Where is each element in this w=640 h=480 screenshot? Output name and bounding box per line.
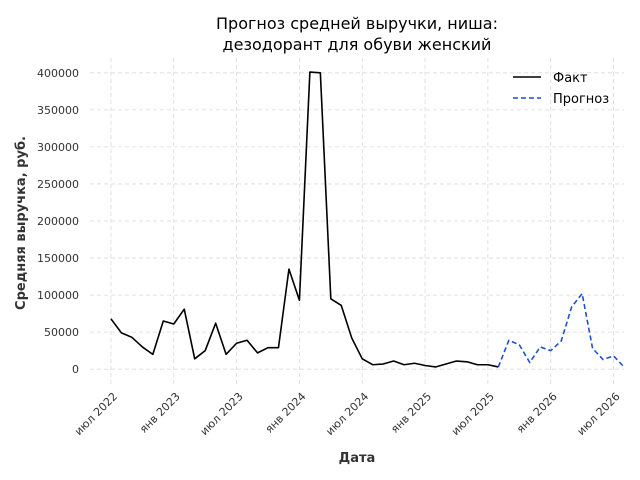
y-tick-label: 100000 xyxy=(37,289,79,302)
legend-label-forecast: Прогноз xyxy=(553,92,609,107)
x-tick-label: янв 2026 xyxy=(514,390,560,436)
y-tick-label: 0 xyxy=(72,363,79,376)
grid xyxy=(90,58,624,384)
y-tick-label: 150000 xyxy=(37,252,79,265)
x-tick-label: июл 2022 xyxy=(72,390,120,438)
y-axis-ticks: 0 50000 100000 150000 200000 250000 300000 3500… xyxy=(37,67,79,376)
series-line-fact xyxy=(110,71,499,368)
x-axis-ticks: июл 2022 янв 2023 июл 2023 янв 2024 июл 2024… xyxy=(72,390,623,438)
series-layer xyxy=(110,71,625,368)
y-tick-label: 200000 xyxy=(37,215,79,228)
legend-label-fact: Факт xyxy=(553,71,588,86)
y-tick-label: 50000 xyxy=(44,326,79,339)
series-line-forecast xyxy=(497,292,625,368)
x-tick-label: янв 2025 xyxy=(388,390,434,436)
y-tick-label: 350000 xyxy=(37,104,79,117)
y-tick-label: 250000 xyxy=(37,178,79,191)
x-axis-title: Дата xyxy=(339,451,376,466)
x-tick-label: июл 2024 xyxy=(323,390,371,438)
x-tick-label: янв 2023 xyxy=(137,390,183,436)
x-tick-label: янв 2024 xyxy=(263,390,309,436)
chart-title-line-1: Прогноз средней выручки, ниша: xyxy=(216,14,498,33)
legend: Факт Прогноз xyxy=(513,71,609,107)
x-tick-label: июл 2026 xyxy=(575,390,623,438)
chart-title-line-2: дезодорант для обуви женский xyxy=(223,35,492,54)
y-tick-label: 400000 xyxy=(37,67,79,80)
y-axis-title: Средняя выручка, руб. xyxy=(14,136,29,310)
x-tick-label: июл 2025 xyxy=(449,390,497,438)
y-tick-label: 300000 xyxy=(37,141,79,154)
x-tick-label: июл 2023 xyxy=(198,390,246,438)
